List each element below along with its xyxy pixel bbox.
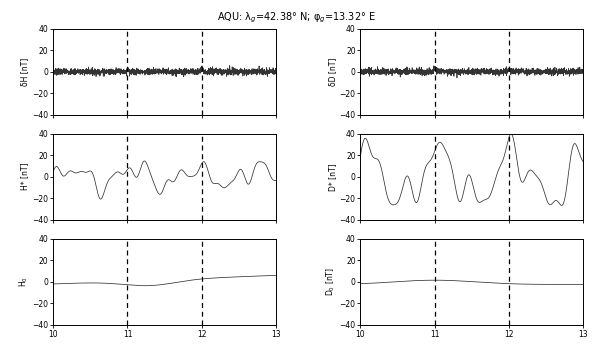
Y-axis label: H* [nT]: H* [nT] bbox=[21, 163, 30, 191]
Text: AQU: λ$_{g}$=42.38° N; φ$_{g}$=13.32° E: AQU: λ$_{g}$=42.38° N; φ$_{g}$=13.32° E bbox=[217, 11, 375, 25]
Y-axis label: D* [nT]: D* [nT] bbox=[328, 163, 337, 191]
Y-axis label: H$_0$: H$_0$ bbox=[17, 276, 30, 287]
Y-axis label: δH [nT]: δH [nT] bbox=[21, 57, 30, 86]
Y-axis label: δD [nT]: δD [nT] bbox=[328, 57, 337, 86]
Y-axis label: D$_0$ [nT]: D$_0$ [nT] bbox=[324, 267, 337, 296]
